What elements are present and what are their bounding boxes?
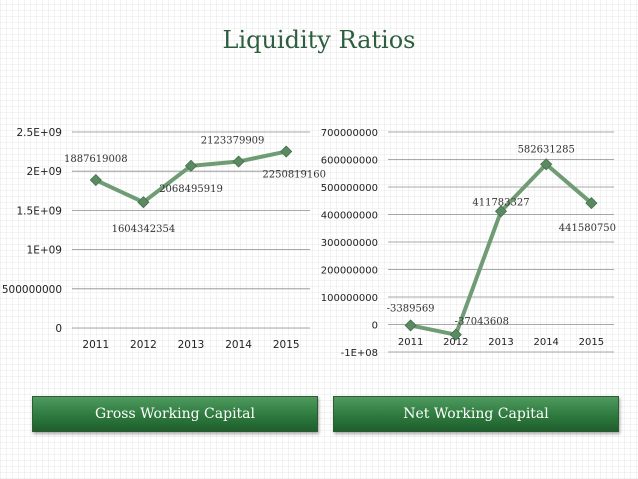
y-tick-label: 200000000: [321, 266, 378, 277]
data-point: [494, 205, 508, 218]
x-tick-label: 2015: [579, 337, 604, 348]
data-point: [89, 173, 102, 187]
x-tick-label: 2013: [488, 337, 513, 348]
data-label: 2068495919: [159, 184, 223, 195]
data-point: [449, 328, 462, 341]
y-tick-label: 500000000: [2, 284, 62, 296]
data-point: [540, 158, 553, 171]
y-tick-label: 0: [55, 323, 62, 335]
net-working-capital-button[interactable]: Net Working Capital: [333, 396, 619, 432]
data-label: 1887619008: [64, 154, 128, 165]
data-point: [585, 196, 598, 210]
y-tick-label: 2E+09: [27, 166, 62, 178]
data-label: 2250819160: [262, 170, 326, 181]
gross-working-capital-button[interactable]: Gross Working Capital: [32, 396, 318, 432]
y-tick-label: 500000000: [321, 183, 378, 194]
x-tick-label: 2014: [225, 339, 252, 351]
x-tick-label: 2012: [443, 337, 468, 348]
data-point: [232, 155, 245, 168]
y-tick-label: 700000000: [321, 128, 378, 139]
y-tick-label: -1E+08: [341, 348, 378, 359]
x-tick-label: 2012: [130, 339, 157, 351]
y-tick-label: 400000000: [321, 211, 378, 222]
data-point: [137, 196, 150, 209]
data-label: 411783327: [472, 197, 529, 208]
data-label: 441580750: [559, 223, 616, 234]
y-tick-label: 0: [372, 321, 378, 332]
y-tick-label: 100000000: [321, 293, 378, 304]
x-tick-label: 2014: [533, 337, 558, 348]
data-label: 582631285: [518, 144, 575, 155]
data-point: [404, 319, 417, 332]
y-tick-label: 1E+09: [27, 245, 62, 257]
y-tick-label: 600000000: [321, 156, 378, 167]
x-tick-label: 2011: [398, 337, 423, 348]
data-label: -37043608: [455, 317, 509, 328]
data-point: [184, 159, 198, 172]
series-line: [410, 162, 593, 337]
y-tick-label: 2.5E+09: [17, 127, 63, 139]
y-tick-label: 300000000: [321, 238, 378, 249]
data-point: [280, 145, 293, 158]
x-tick-label: 2013: [178, 339, 205, 351]
page-title: Liquidity Ratios: [222, 26, 416, 54]
data-label: 1604342354: [112, 224, 176, 235]
x-tick-label: 2015: [273, 339, 300, 351]
data-label: -3389569: [387, 303, 435, 314]
x-tick-label: 2011: [82, 339, 109, 351]
data-label: 2123379909: [201, 136, 265, 147]
y-tick-label: 1.5E+09: [17, 205, 63, 217]
